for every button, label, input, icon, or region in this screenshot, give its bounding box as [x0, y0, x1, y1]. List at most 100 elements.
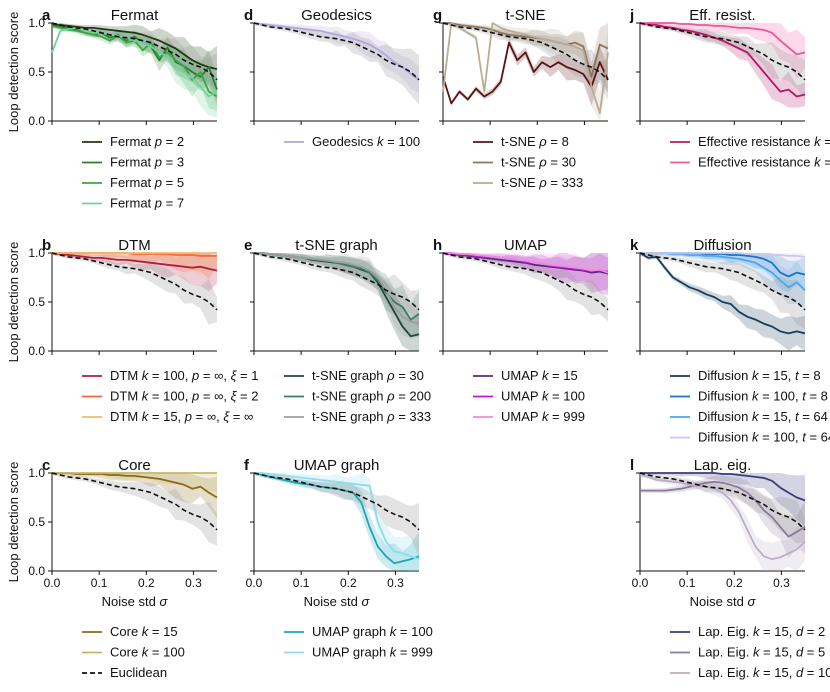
series-line [640, 472, 806, 502]
y-tick-label: 1.0 [28, 246, 45, 260]
legend-label: DTM k = 100, p = ∞, ξ = 2 [110, 389, 258, 404]
series-band [443, 253, 608, 322]
legend-label: Euclidean [110, 665, 167, 680]
euclidean-line [253, 252, 420, 311]
panel-title: Geodesics [301, 7, 372, 24]
series-band [640, 23, 805, 79]
legend-label: UMAP graph k = 100 [312, 624, 433, 639]
series-line [442, 252, 609, 275]
legend: DTM k = 100, p = ∞, ξ = 1 DTM k = 100, p … [82, 368, 258, 424]
x-tick-label: 0.1 [91, 576, 108, 590]
euclidean-line [442, 252, 609, 311]
series-band [443, 23, 608, 121]
euclidean-line [639, 252, 806, 311]
legend-label: t-SNE ρ = 30 [501, 155, 576, 170]
x-tick-label: 0.0 [632, 576, 649, 590]
panel-letter: a [42, 7, 51, 24]
series-line [639, 474, 806, 561]
series-band [640, 473, 805, 544]
y-tick-label: 0.5 [28, 295, 45, 309]
y-axis-label: Loop detection score [6, 12, 21, 133]
panel-letter: d [244, 7, 253, 24]
series-line [442, 41, 609, 105]
series-band [52, 473, 217, 493]
legend: UMAP graph k = 100 UMAP graph k = 999 [284, 624, 433, 660]
series-band [443, 253, 608, 296]
y-tick-label: 0.5 [28, 515, 45, 529]
panel-f: f UMAP graph 0.0 0.1 0.2 0.3 Noise std σ UMAP g… [244, 457, 433, 660]
panel-letter: f [244, 457, 250, 474]
legend: Diffusion k = 15, t = 8 Diffusion k = 100… [670, 368, 830, 445]
series-line [442, 22, 609, 115]
euclidean-line [51, 472, 218, 531]
series-band [254, 253, 419, 337]
euclidean-line [51, 252, 218, 311]
series-band [52, 253, 217, 275]
series-band [640, 475, 805, 559]
legend-label: Diffusion k = 100, t = 8 [698, 389, 828, 404]
panel-letter: b [42, 237, 51, 254]
panel-h: h UMAP UMAP k = 15 UMAP k = 100 UMAP k = 999 [433, 237, 609, 424]
series-line [443, 252, 609, 273]
legend-label: Fermat p = 3 [110, 155, 184, 170]
y-axis-label: Loop detection score [6, 462, 21, 583]
y-tick-label: 0.0 [28, 114, 45, 128]
panel-title: t-SNE graph [295, 237, 378, 254]
x-axis-label: Noise std σ [690, 594, 757, 609]
legend: Effective resistance k = 15 Effective res… [670, 134, 830, 170]
panel-b: b DTM 0.0 0.5 1.0 Loop detection score DTM k =… [6, 237, 258, 424]
legend-label: UMAP k = 999 [501, 409, 585, 424]
x-tick-label: 0.2 [726, 576, 743, 590]
panel-letter: h [433, 237, 442, 254]
series-line [640, 480, 806, 538]
series-band [254, 473, 419, 557]
legend-label: Lap. Eig. k = 15, d = 10 [698, 665, 830, 680]
panel-title: t-SNE [505, 7, 545, 24]
x-tick-label: 0.2 [340, 576, 357, 590]
panel-title: Lap. eig. [694, 457, 752, 474]
legend-label: Core k = 100 [110, 645, 185, 660]
y-tick-label: 0.0 [28, 344, 45, 358]
series-line [443, 252, 609, 274]
legend-label: Fermat p = 5 [110, 175, 184, 190]
euclidean-line [253, 22, 420, 81]
panel-title: UMAP [504, 237, 547, 254]
legend: t-SNE ρ = 8 t-SNE ρ = 30 t-SNE ρ = 333 [473, 134, 583, 190]
series-band [254, 253, 419, 339]
legend-label: Fermat p = 2 [110, 134, 184, 149]
panel-letter: j [629, 7, 634, 24]
x-tick-label: 0.3 [185, 576, 202, 590]
legend-label: Lap. Eig. k = 15, d = 5 [698, 645, 825, 660]
y-tick-label: 1.0 [28, 466, 45, 480]
legend-label: t-SNE ρ = 8 [501, 134, 569, 149]
series-band [640, 473, 805, 571]
panel-title: Fermat [111, 7, 159, 24]
panel-title: Eff. resist. [689, 7, 755, 24]
legend: Lap. Eig. k = 15, d = 2 Lap. Eig. k = 15,… [670, 624, 830, 680]
legend-label: Lap. Eig. k = 15, d = 2 [698, 624, 825, 639]
panel-title: Diffusion [693, 237, 751, 254]
legend-label: UMAP k = 100 [501, 389, 585, 404]
legend-label: t-SNE graph ρ = 30 [312, 368, 424, 383]
series-band [443, 253, 608, 294]
legend-label: Diffusion k = 15, t = 8 [698, 368, 821, 383]
series-band [52, 23, 217, 93]
series-line [253, 22, 420, 81]
x-tick-label: 0.1 [679, 576, 696, 590]
x-tick-label: 0.0 [44, 576, 61, 590]
series-line [639, 252, 806, 335]
legend-label: Effective resistance k = 100 [698, 155, 830, 170]
series-line [640, 22, 806, 56]
y-axis-label: Loop detection score [6, 242, 21, 363]
euclidean-line [253, 472, 420, 531]
euclidean-line [639, 22, 806, 81]
euclidean-line [51, 22, 218, 81]
series-line [639, 22, 806, 98]
legend: t-SNE graph ρ = 30 t-SNE graph ρ = 200 t-S… [284, 368, 431, 424]
series-band [52, 473, 217, 546]
legend-label: DTM k = 100, p = ∞, ξ = 1 [110, 368, 258, 383]
legend-label: t-SNE graph ρ = 200 [312, 389, 431, 404]
series-band [52, 473, 217, 519]
